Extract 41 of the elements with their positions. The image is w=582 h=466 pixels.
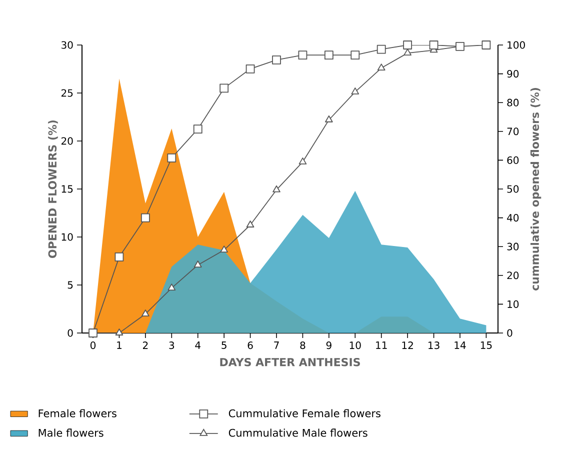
y2-tick-label: 60 [507, 156, 519, 164]
x-tick-label: 0 [90, 342, 96, 350]
y2-tick-label: 40 [507, 214, 519, 222]
y2-tick-label: 50 [507, 185, 519, 193]
x-tick-label: 15 [480, 342, 492, 349]
y-axis-title: OPENED FLOWERS (%) [48, 120, 58, 258]
y-tick-label: 15 [62, 185, 73, 193]
y2-tick-label: 0 [507, 329, 512, 337]
x-tick-label: 13 [428, 342, 440, 350]
x-tick-label: 4 [195, 342, 200, 349]
y2-tick-label: 10 [508, 300, 519, 308]
y-tick-label: 5 [68, 281, 73, 289]
x-tick-label: 11 [376, 342, 387, 349]
x-tick-label: 1 [117, 342, 122, 349]
x-tick-label: 7 [274, 342, 279, 349]
x-tick-label: 6 [248, 342, 253, 350]
x-tick-label: 2 [142, 342, 148, 349]
y2-tick-label: 90 [507, 70, 519, 78]
y2-tick-label: 70 [507, 128, 519, 136]
y2-tick-label: 20 [507, 272, 519, 280]
y-tick-label: 25 [61, 89, 73, 97]
legend-label: Cummulative Female flowers [228, 409, 380, 418]
x-tick-label: 14 [454, 342, 466, 349]
legend-label: Female flowers [38, 409, 116, 418]
x-tick-label: 5 [222, 342, 226, 349]
y2-tick-label: 30 [507, 242, 519, 250]
legend-label: Male flowers [38, 428, 104, 437]
legend-label: Cummulative Male flowers [228, 428, 368, 437]
y-tick-label: 30 [62, 41, 73, 49]
y2-axis-title: cummulative opened flowers (%) [530, 88, 542, 290]
x-tick-label: 3 [169, 342, 174, 350]
y-tick-label: 10 [62, 233, 73, 241]
x-tick-label: 8 [300, 342, 306, 350]
y2-tick-label: 80 [507, 98, 519, 106]
x-tick-label: 9 [326, 342, 332, 350]
y-tick-label: 0 [68, 329, 73, 337]
y-tick-label: 20 [61, 137, 73, 145]
x-tick-label: 12 [402, 342, 413, 349]
y2-tick-label: 100 [508, 41, 525, 49]
x-axis-title: DAYS AFTER ANTHESIS [220, 358, 360, 366]
x-tick-label: 10 [350, 342, 361, 350]
